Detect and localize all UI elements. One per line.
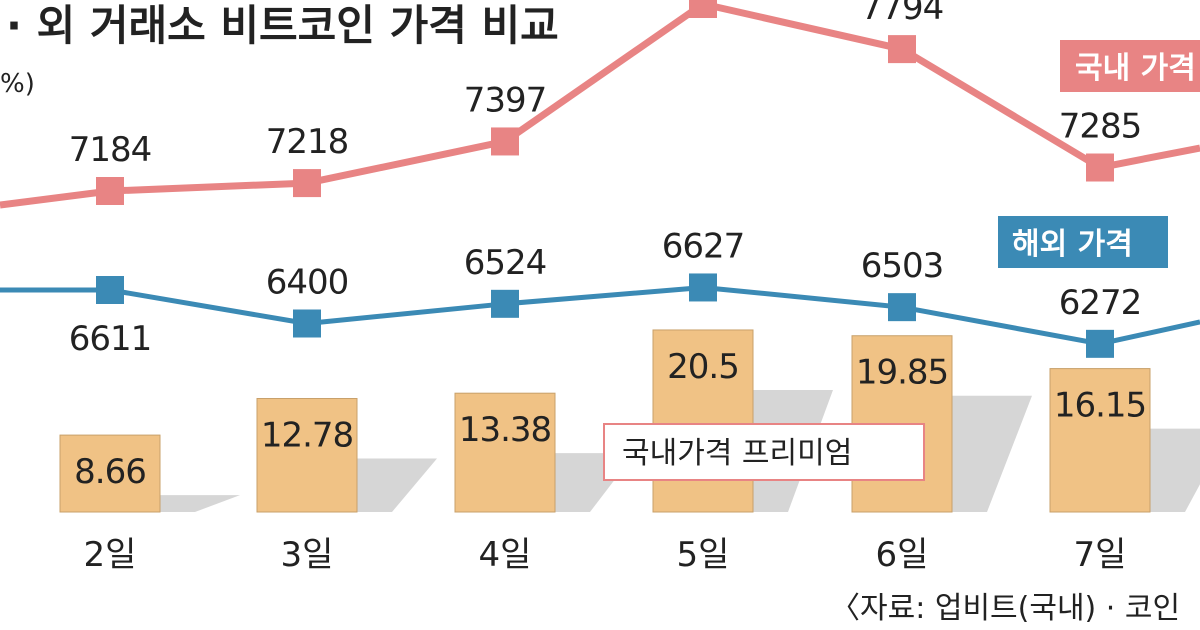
overseas-value-label: 6524 — [464, 243, 547, 283]
domestic-value-label: 7794 — [861, 0, 944, 28]
legend-domestic: 국내 가격 — [1060, 40, 1200, 92]
bar-shadow — [952, 395, 1032, 512]
overseas-point — [96, 276, 124, 304]
domestic-point — [293, 169, 321, 198]
price-lines — [0, 0, 1200, 358]
overseas-price-line — [0, 284, 1200, 347]
overseas-value-label: 6627 — [662, 226, 745, 266]
premium-bar — [59, 434, 161, 513]
overseas-value-label: 6611 — [69, 319, 152, 359]
legend-domestic-swatch — [1060, 40, 1200, 92]
overseas-value-label: 6272 — [1059, 283, 1142, 323]
premium-bar — [652, 329, 754, 513]
premium-value-label: 13.38 — [459, 410, 551, 450]
legend-premium-box — [603, 423, 925, 481]
x-tick-label: 2일 — [84, 535, 137, 575]
overseas-point — [491, 289, 519, 318]
domestic-point — [96, 177, 124, 205]
overseas-point — [689, 273, 717, 302]
overseas-point — [1086, 329, 1114, 358]
domestic-value-label: 7184 — [69, 130, 152, 170]
x-tick-label: 4일 — [479, 535, 532, 575]
x-tick-label: 5일 — [677, 535, 730, 575]
legend-overseas: 해외 가격 — [998, 216, 1168, 268]
domestic-point — [1086, 153, 1114, 182]
chart-title: · 외 거래소 비트코인 가격 비교 — [6, 1, 559, 50]
bar-shadow — [1150, 428, 1200, 512]
premium-bar — [454, 392, 556, 513]
premium-value-label: 8.66 — [74, 452, 146, 492]
category-labels: 2일 3일 4일 5일 6일 7일 — [84, 535, 1127, 575]
bar-shadow — [160, 495, 240, 512]
domestic-value-label: 7397 — [464, 80, 547, 120]
premium-value-label: 16.15 — [1054, 386, 1146, 426]
legend-premium-label: 국내가격 프리미엄 — [622, 436, 852, 471]
bar-shadow — [357, 458, 437, 512]
overseas-point — [293, 309, 321, 338]
overseas-value-label: 6503 — [861, 246, 944, 286]
source-note: 〈자료: 업비트(국내) · 코인 — [830, 591, 1180, 626]
legend-overseas-swatch — [998, 216, 1168, 268]
domestic-price-line — [0, 0, 1200, 209]
domestic-point — [689, 0, 717, 18]
premium-value-label: 20.5 — [667, 347, 739, 387]
domestic-point — [888, 35, 916, 64]
domestic-point — [491, 127, 519, 156]
domestic-value-label: 7285 — [1059, 107, 1142, 147]
overseas-value-label: 6400 — [266, 263, 349, 303]
x-tick-label: 7일 — [1074, 535, 1127, 575]
x-tick-label: 6일 — [876, 535, 929, 575]
legend-overseas-label: 해외 가격 — [1012, 227, 1133, 262]
legend-premium: 국내가격 프리미엄 — [603, 423, 925, 481]
premium-value-label: 12.78 — [261, 416, 353, 456]
premium-bars: 8.66 12.78 13.38 20.5 19.85 16.15 — [59, 329, 1200, 513]
overseas-point — [888, 293, 916, 322]
domestic-value-label: 7218 — [266, 122, 349, 162]
unit-label: %) — [0, 69, 35, 99]
premium-bar — [1049, 368, 1151, 513]
x-tick-label: 3일 — [281, 535, 334, 575]
premium-value-label: 19.85 — [856, 353, 948, 393]
value-labels: 7184721873977988779472856611640065246627… — [69, 0, 1143, 359]
premium-bar — [256, 398, 358, 513]
legend-domestic-label: 국내 가격 — [1075, 51, 1196, 86]
